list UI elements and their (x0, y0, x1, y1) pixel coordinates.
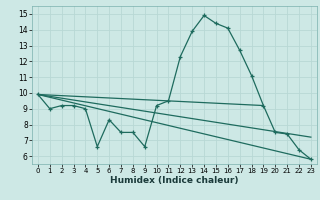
X-axis label: Humidex (Indice chaleur): Humidex (Indice chaleur) (110, 176, 239, 185)
